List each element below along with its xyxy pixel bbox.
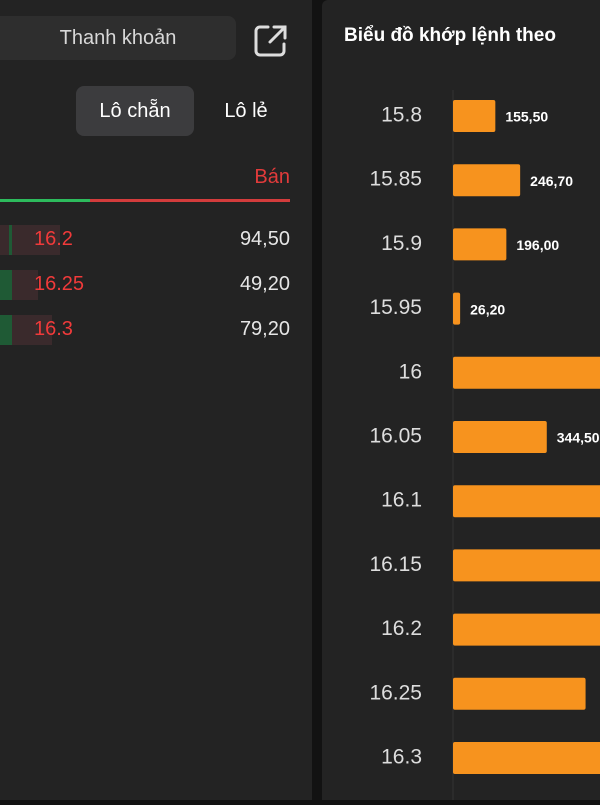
y-tick-label: 15.9 [381, 232, 422, 255]
button[interactable]: Lô chẵn [76, 86, 194, 136]
tab[interactable]: Thanh khoản [0, 16, 236, 60]
y-tick-label: 16.2 [381, 617, 422, 640]
bar [453, 228, 507, 261]
row: 16.25 49,20 [0, 270, 290, 300]
divider [90, 199, 290, 202]
bar [453, 677, 586, 710]
y-tick-label: 16 [399, 360, 422, 383]
order-panel: Thanh khoản Lô chẵn Lô lẻ Bán 16.2 94,50 … [0, 0, 312, 800]
y-tick-label: 16.15 [369, 553, 422, 576]
bar [453, 613, 600, 646]
bar [453, 421, 547, 453]
bar [453, 742, 600, 774]
price: 16.25 [34, 273, 85, 295]
chart: Biểu đồ khớp lệnh theo 15.8 155,50 15.85 24… [344, 25, 600, 800]
volume: 79,20 [239, 318, 290, 340]
price: 16.3 [34, 318, 73, 340]
row: 16.2 94,50 [0, 225, 290, 255]
price: 16.2 [34, 228, 73, 250]
y-tick-label: 15.85 [369, 168, 422, 191]
y-tick-label: 16.25 [369, 681, 422, 704]
y-tick-label: 15.8 [381, 104, 422, 127]
value-label: 246,70 [530, 173, 573, 189]
bar [453, 485, 600, 518]
chart-title: Biểu đồ khớp lệnh theo [344, 25, 556, 46]
chart-panel: Biểu đồ khớp lệnh theo 15.8 155,50 15.85 24… [322, 0, 600, 800]
value-label: 344,50 [557, 430, 600, 446]
y-tick-label: 15.95 [369, 296, 422, 319]
bar [453, 292, 461, 325]
row: 16.3 79,20 [0, 315, 290, 345]
y-tick-label: 16.3 [381, 746, 422, 769]
button[interactable]: Lô lẻ [224, 100, 268, 122]
bar [453, 164, 521, 197]
volume: 49,20 [239, 273, 290, 295]
volume: 94,50 [239, 228, 290, 250]
bar [453, 356, 600, 389]
open-icon[interactable] [252, 22, 290, 60]
value-label: 155,50 [505, 109, 548, 125]
y-tick-label: 16.1 [381, 489, 422, 512]
header: Bán [254, 166, 290, 188]
value-label: 196,00 [516, 237, 559, 253]
divider [0, 199, 90, 202]
bar [453, 100, 496, 132]
y-tick-label: 16.05 [369, 425, 422, 448]
value-label: 26,20 [470, 301, 505, 317]
bar [453, 549, 600, 582]
